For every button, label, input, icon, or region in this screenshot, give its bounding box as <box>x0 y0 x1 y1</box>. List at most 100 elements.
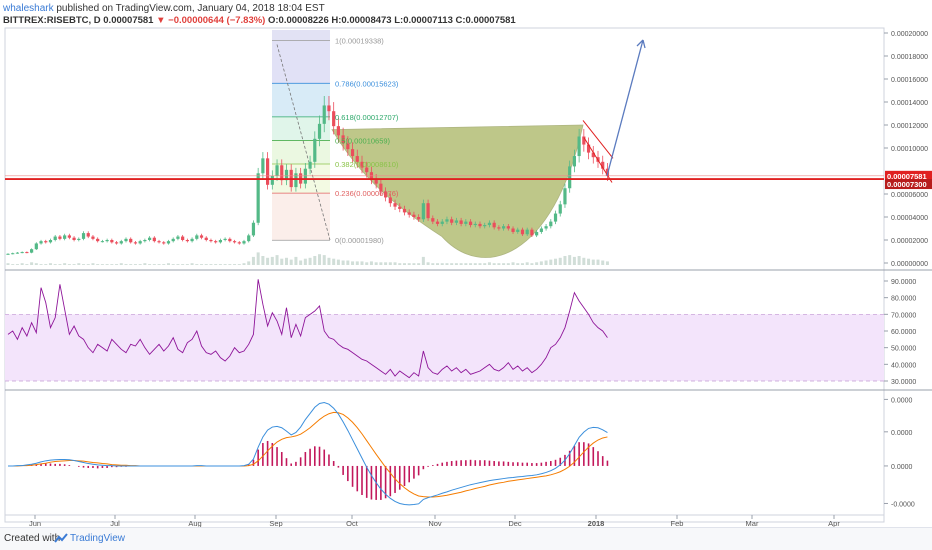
volume-bar <box>39 264 43 265</box>
volume-bar <box>568 255 572 265</box>
volume-bar <box>440 263 444 265</box>
candle-body <box>332 111 336 127</box>
candle-body <box>237 242 241 244</box>
candle-body <box>520 229 525 235</box>
candle-body <box>558 204 562 214</box>
candle-body <box>133 242 138 244</box>
symbol-prefix: BITTREX:RISEBTC, D 0.00007581 <box>3 15 157 26</box>
candle-body <box>199 235 204 238</box>
volume-bar <box>63 263 67 265</box>
fib-trend-line <box>276 44 331 241</box>
volume-bar <box>587 258 591 265</box>
volume-bar <box>577 256 581 265</box>
time-tick-label: Aug <box>188 519 201 528</box>
volume-bar <box>171 264 175 265</box>
candle-body <box>483 225 487 227</box>
volume-bar <box>355 261 359 265</box>
author-link[interactable]: whaleshark <box>3 3 54 14</box>
volume-bar <box>525 262 529 265</box>
last-price-tag-label: 0.00007581 <box>887 172 927 181</box>
candle-body <box>100 241 104 243</box>
candle-body <box>256 173 260 223</box>
volume-bar <box>289 259 293 265</box>
macd-tick-label: 0.0000 <box>891 464 913 471</box>
volume-bar <box>214 264 218 265</box>
volume-bar <box>511 262 515 265</box>
time-tick-label: Jul <box>110 519 120 528</box>
volume-bar <box>596 259 600 265</box>
volume-bar <box>261 256 265 265</box>
volume-bar <box>516 263 520 265</box>
time-tick-label: Oct <box>346 519 359 528</box>
volume-bar <box>294 256 298 265</box>
candle-body <box>232 241 237 243</box>
candle-body <box>228 238 232 242</box>
volume-bar <box>445 263 449 265</box>
time-tick-label: Sep <box>269 519 282 528</box>
volume-bar <box>204 264 208 265</box>
candle-body <box>162 242 166 244</box>
footer-bar: Created with TradingView <box>0 527 932 550</box>
fib-zone <box>272 40 330 84</box>
candle-body <box>166 241 171 244</box>
volume-bar <box>318 254 322 265</box>
candle-body <box>110 240 114 243</box>
candle-body <box>195 235 199 239</box>
volume-bar <box>275 255 279 265</box>
price-tick-label: 0.00000000 <box>891 261 928 268</box>
candle-body <box>209 240 213 242</box>
fib-level-label: 0.236(0.00006076) <box>335 189 399 198</box>
candle-body <box>275 165 279 176</box>
volume-bar <box>72 264 76 265</box>
candle-body <box>544 226 548 229</box>
candle-body <box>138 241 142 244</box>
volume-bar <box>341 260 345 265</box>
candle-body <box>384 191 388 198</box>
volume-bar <box>346 260 350 265</box>
volume-bar <box>459 263 463 265</box>
volume-bar <box>398 263 402 265</box>
volume-bar <box>384 262 388 265</box>
candle-body <box>266 158 270 185</box>
volume-bar <box>53 264 57 265</box>
volume-bar <box>119 263 123 265</box>
candle-body <box>398 206 402 209</box>
tradingview-brand-link[interactable]: TradingView <box>70 533 126 544</box>
support-price-tag <box>885 179 932 190</box>
volume-bar <box>280 258 284 265</box>
candle-body <box>502 226 506 229</box>
macd-signal-line <box>8 411 608 498</box>
candle-body <box>67 235 71 238</box>
volume-bar <box>129 264 133 265</box>
price-change: −0.00000644 (−7.83%) <box>165 15 268 26</box>
volume-bar <box>30 262 34 265</box>
candle-body <box>468 221 473 226</box>
fib-level-label: 0.786(0.00015623) <box>335 79 399 88</box>
volume-bar <box>6 263 10 265</box>
time-tick-label: Dec <box>508 519 522 528</box>
candle-body <box>487 222 492 226</box>
publish-line: whaleshark published on TradingView.com,… <box>3 3 325 14</box>
candle-body <box>374 179 378 184</box>
volume-bar <box>256 252 260 265</box>
candle-body <box>247 235 251 242</box>
candle-body <box>261 158 265 174</box>
candle-body <box>303 168 307 184</box>
candle-body <box>34 243 38 250</box>
candle-body <box>478 223 482 227</box>
candle-body <box>492 222 496 228</box>
candle-body <box>313 138 317 162</box>
volume-bar <box>34 263 38 265</box>
volume-bar <box>96 264 100 265</box>
volume-bar <box>166 263 170 265</box>
volume-bar <box>473 263 477 265</box>
volume-bar <box>157 264 161 265</box>
support-price-tag-label: 0.00007300 <box>887 180 927 189</box>
volume-bar <box>228 264 232 265</box>
price-tick-label: 0.00016000 <box>891 77 928 84</box>
candle-body <box>586 144 591 153</box>
candle-body <box>530 229 534 236</box>
volume-bar <box>105 264 109 265</box>
candle-body <box>242 241 246 244</box>
